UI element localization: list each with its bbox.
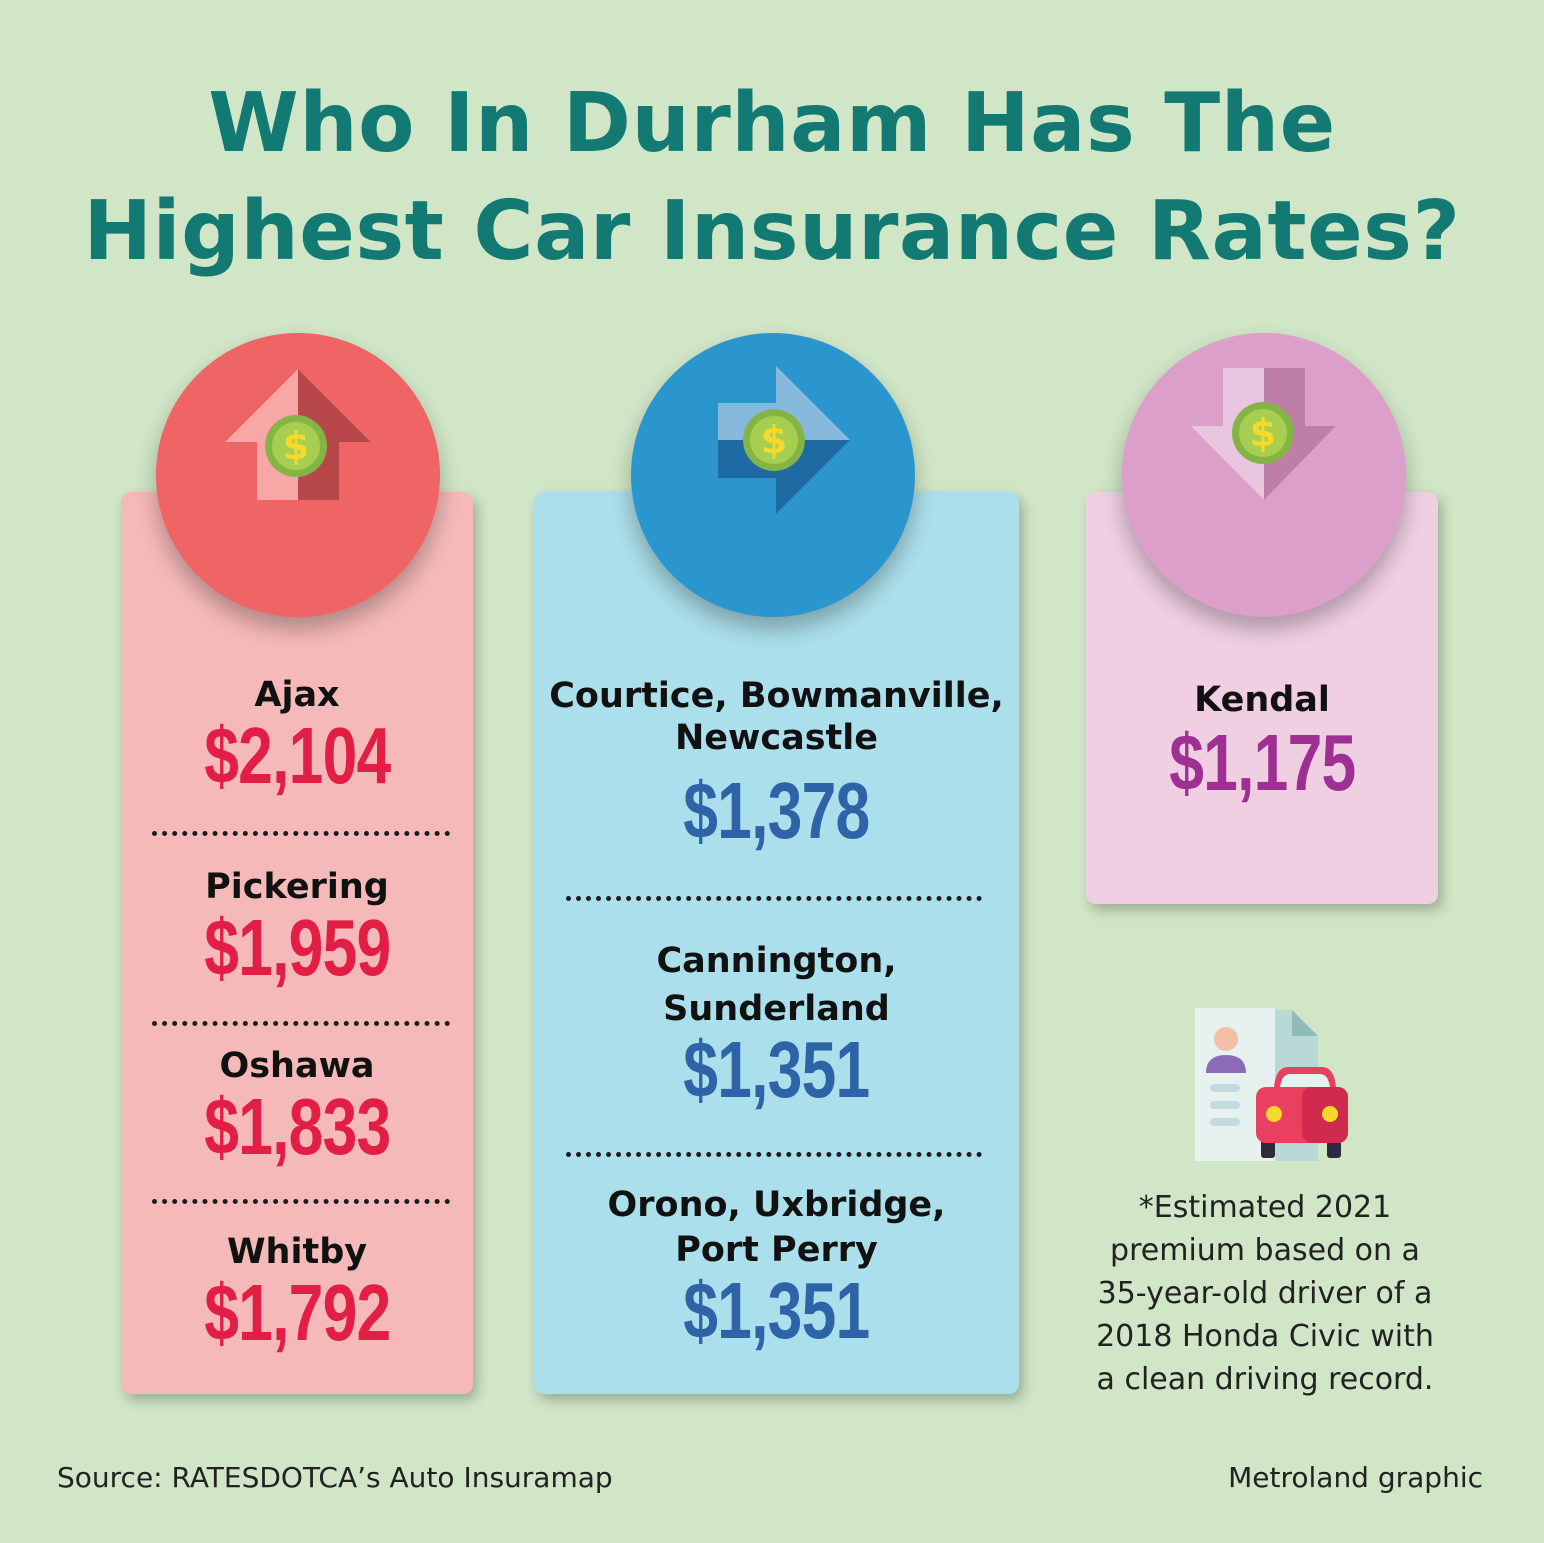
list-item: Kendal $1,175 [1086, 679, 1438, 803]
svg-text:$: $ [1250, 411, 1276, 455]
premium-amount: $1,351 [683, 1266, 870, 1355]
list-item: Ajax $2,104 [121, 674, 473, 796]
driver-document-car-icon [1192, 1005, 1352, 1170]
list-item: Orono, Uxbridge, Port Perry $1,351 [534, 1184, 1019, 1351]
list-item: Whitby $1,792 [121, 1231, 473, 1353]
place-name: Oshawa [219, 1046, 375, 1086]
premium-amount: $1,792 [203, 1268, 391, 1357]
place-name: Whitby [226, 1232, 368, 1272]
place-name-line-2: Port Perry [675, 1230, 878, 1270]
arrow-up-dollar-icon: $ [156, 333, 440, 617]
arrow-right-dollar-icon: $ [631, 333, 915, 617]
divider [152, 1021, 450, 1026]
place-name: Ajax [254, 675, 340, 715]
svg-text:$: $ [283, 424, 309, 468]
title-line-2: Highest Car Insurance Rates? [83, 184, 1461, 279]
highest-rates-panel [121, 492, 473, 1394]
divider [152, 1199, 450, 1204]
arrow-down-dollar-icon: $ [1122, 333, 1406, 617]
divider [566, 1152, 982, 1157]
premium-amount: $1,378 [683, 766, 870, 855]
premium-amount: $1,959 [203, 903, 391, 992]
title-line-1: Who In Durham Has The [208, 76, 1336, 171]
source-credit: Source: RATESDOTCA’s Auto Insuramap [57, 1461, 613, 1494]
middle-rates-panel [534, 492, 1019, 1394]
place-name-line-2: Sunderland [663, 989, 890, 1029]
footnote-line-5: a clean driving record. [1096, 1362, 1434, 1397]
list-item: Pickering $1,959 [121, 866, 473, 988]
footnote-line-1: *Estimated 2021 [1138, 1190, 1392, 1225]
footnote: *Estimated 2021 premium based on a 35-ye… [1080, 1186, 1450, 1401]
graphic-credit: Metroland graphic [1228, 1461, 1483, 1494]
list-item: Oshawa $1,833 [121, 1045, 473, 1167]
place-name-line-1: Cannington, [656, 941, 897, 981]
list-item: Courtice, Bowmanville, Newcastle $1,378 [534, 675, 1019, 851]
page-title: Who In Durham Has The Highest Car Insura… [0, 70, 1544, 286]
footnote-line-4: 2018 Honda Civic with [1096, 1319, 1434, 1354]
place-name-line-1: Orono, Uxbridge, [607, 1185, 946, 1225]
place-name-line-2: Newcastle [674, 718, 879, 758]
svg-text:$: $ [761, 418, 787, 462]
premium-amount: $1,833 [203, 1082, 391, 1171]
footnote-line-2: premium based on a [1110, 1233, 1420, 1268]
place-name: Pickering [205, 867, 389, 907]
list-item: Cannington, Sunderland $1,351 [534, 940, 1019, 1110]
premium-amount: $1,175 [1168, 718, 1356, 807]
divider [566, 896, 982, 901]
place-name-line-1: Courtice, Bowmanville, [549, 676, 1004, 716]
premium-amount: $1,351 [683, 1025, 870, 1114]
divider [152, 831, 450, 836]
premium-amount: $2,104 [203, 711, 391, 800]
footnote-line-3: 35-year-old driver of a [1097, 1276, 1433, 1311]
place-name: Kendal [1194, 680, 1330, 720]
